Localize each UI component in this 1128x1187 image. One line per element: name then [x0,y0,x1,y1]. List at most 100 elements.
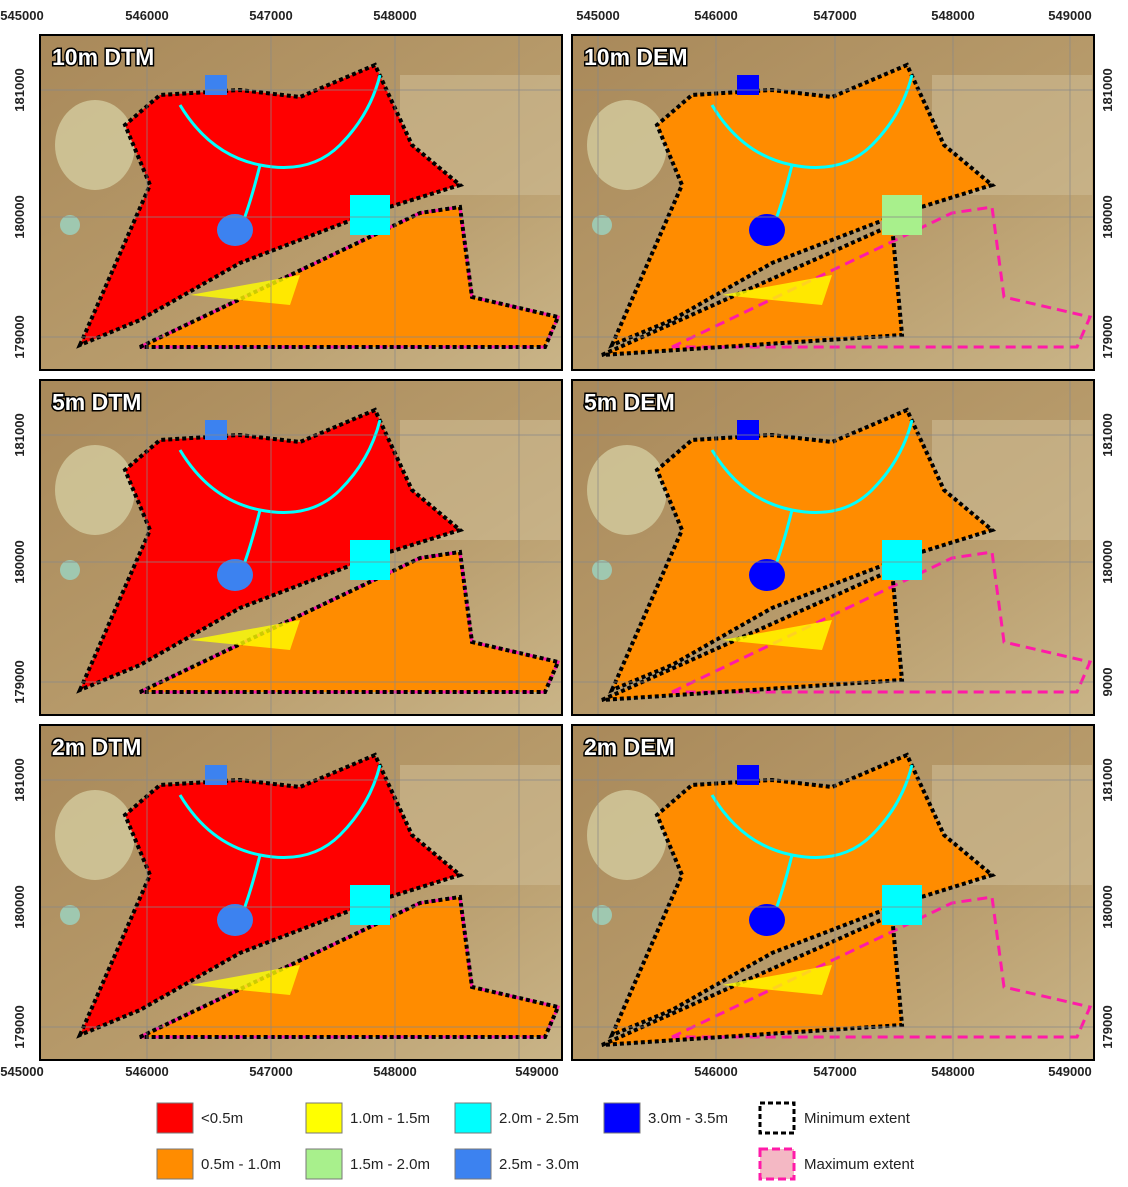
legend-label: 3.0m - 3.5m [648,1110,728,1127]
basin [737,420,759,440]
x-coordinate-label: 547000 [813,1064,856,1079]
basin [217,559,253,591]
pond [592,215,612,235]
map-panel: 2m DEM [572,725,1094,1060]
map-panel: 10m DTM [22,35,562,370]
map-content [572,725,1094,1060]
y-coordinate-label: 180000 [12,195,27,238]
x-coordinate-label: 547000 [249,8,292,23]
legend-swatch [455,1149,491,1179]
legend-label: <0.5m [201,1110,243,1127]
lake [55,445,135,535]
legend-label: 1.5m - 2.0m [350,1156,430,1173]
basin [882,195,922,235]
y-coordinate-label: 181000 [1100,68,1115,111]
x-coordinate-label: 546000 [694,1064,737,1079]
legend-label: 2.0m - 2.5m [499,1110,579,1127]
basin [749,559,785,591]
x-coordinate-label: 548000 [931,8,974,23]
legend-swatch [455,1103,491,1133]
x-coordinate-label: 548000 [931,1064,974,1079]
map-panel: 5m DEM [572,380,1094,715]
basin [749,214,785,246]
y-coordinate-label: 181000 [12,758,27,801]
x-coordinate-label: 549000 [1048,8,1091,23]
basin [205,75,227,95]
x-coordinate-label: 549000 [515,1064,558,1079]
legend-swatch [306,1103,342,1133]
map-panel: 2m DTM [22,725,562,1060]
panel-title: 5m DEM [584,389,675,415]
map-content [22,380,562,715]
basin [350,195,390,235]
x-coordinate-label: 547000 [249,1064,292,1079]
y-coordinate-label: 179000 [12,660,27,703]
pond [592,560,612,580]
pond [592,905,612,925]
legend-swatch [306,1149,342,1179]
lake [587,100,667,190]
legend-label: 0.5m - 1.0m [201,1156,281,1173]
y-coordinate-label: 181000 [12,68,27,111]
legend-swatch [760,1149,794,1179]
pond [60,560,80,580]
y-coordinate-label: 179000 [12,315,27,358]
lake [55,100,135,190]
x-coordinate-label: 547000 [813,8,856,23]
basin [205,420,227,440]
basin [882,540,922,580]
legend-label: 1.0m - 1.5m [350,1110,430,1127]
x-coordinate-label: 545000 [576,8,619,23]
map-content [572,380,1094,715]
pond [60,215,80,235]
x-coordinate-label: 545000 [0,8,43,23]
y-coordinate-label: 179000 [12,1005,27,1048]
y-coordinate-label: 180000 [1100,885,1115,928]
x-coordinate-label: 545000 [0,1064,43,1079]
y-coordinate-label: 180000 [12,885,27,928]
y-coordinate-label: 9000 [1100,668,1115,697]
legend-label: 2.5m - 3.0m [499,1156,579,1173]
basin [882,885,922,925]
x-coordinate-label: 546000 [125,1064,168,1079]
panel-title: 2m DTM [52,734,141,760]
map-content [22,35,562,370]
legend-swatch [157,1103,193,1133]
panel-title: 10m DTM [52,44,154,70]
panel-title: 10m DEM [584,44,688,70]
figure: 10m DTM 10m DEM 5m DTM 5m DEM 2m DTM 2m DEM 54… [0,0,1128,1187]
y-coordinate-label: 181000 [1100,758,1115,801]
legend-swatch [760,1103,794,1133]
map-content [22,725,562,1060]
basin [217,904,253,936]
y-coordinate-label: 180000 [1100,540,1115,583]
basin [737,75,759,95]
basin [737,765,759,785]
basin [350,885,390,925]
panel-title: 2m DEM [584,734,675,760]
x-coordinate-label: 546000 [125,8,168,23]
y-coordinate-label: 180000 [1100,195,1115,238]
map-panel: 10m DEM [572,35,1094,370]
y-coordinate-label: 180000 [12,540,27,583]
x-coordinate-label: 548000 [373,8,416,23]
panel-title: 5m DTM [52,389,141,415]
map-panel: 5m DTM [22,380,562,715]
lake [587,445,667,535]
legend-swatch [604,1103,640,1133]
map-content [572,35,1094,370]
y-coordinate-label: 179000 [1100,315,1115,358]
basin [350,540,390,580]
legend-label: Minimum extent [804,1110,911,1127]
lake [587,790,667,880]
y-coordinate-label: 179000 [1100,1005,1115,1048]
y-coordinate-label: 181000 [1100,413,1115,456]
basin [205,765,227,785]
x-coordinate-label: 546000 [694,8,737,23]
pond [60,905,80,925]
y-coordinate-label: 181000 [12,413,27,456]
legend-swatch [157,1149,193,1179]
x-coordinate-label: 548000 [373,1064,416,1079]
legend-label: Maximum extent [804,1156,915,1173]
basin [217,214,253,246]
